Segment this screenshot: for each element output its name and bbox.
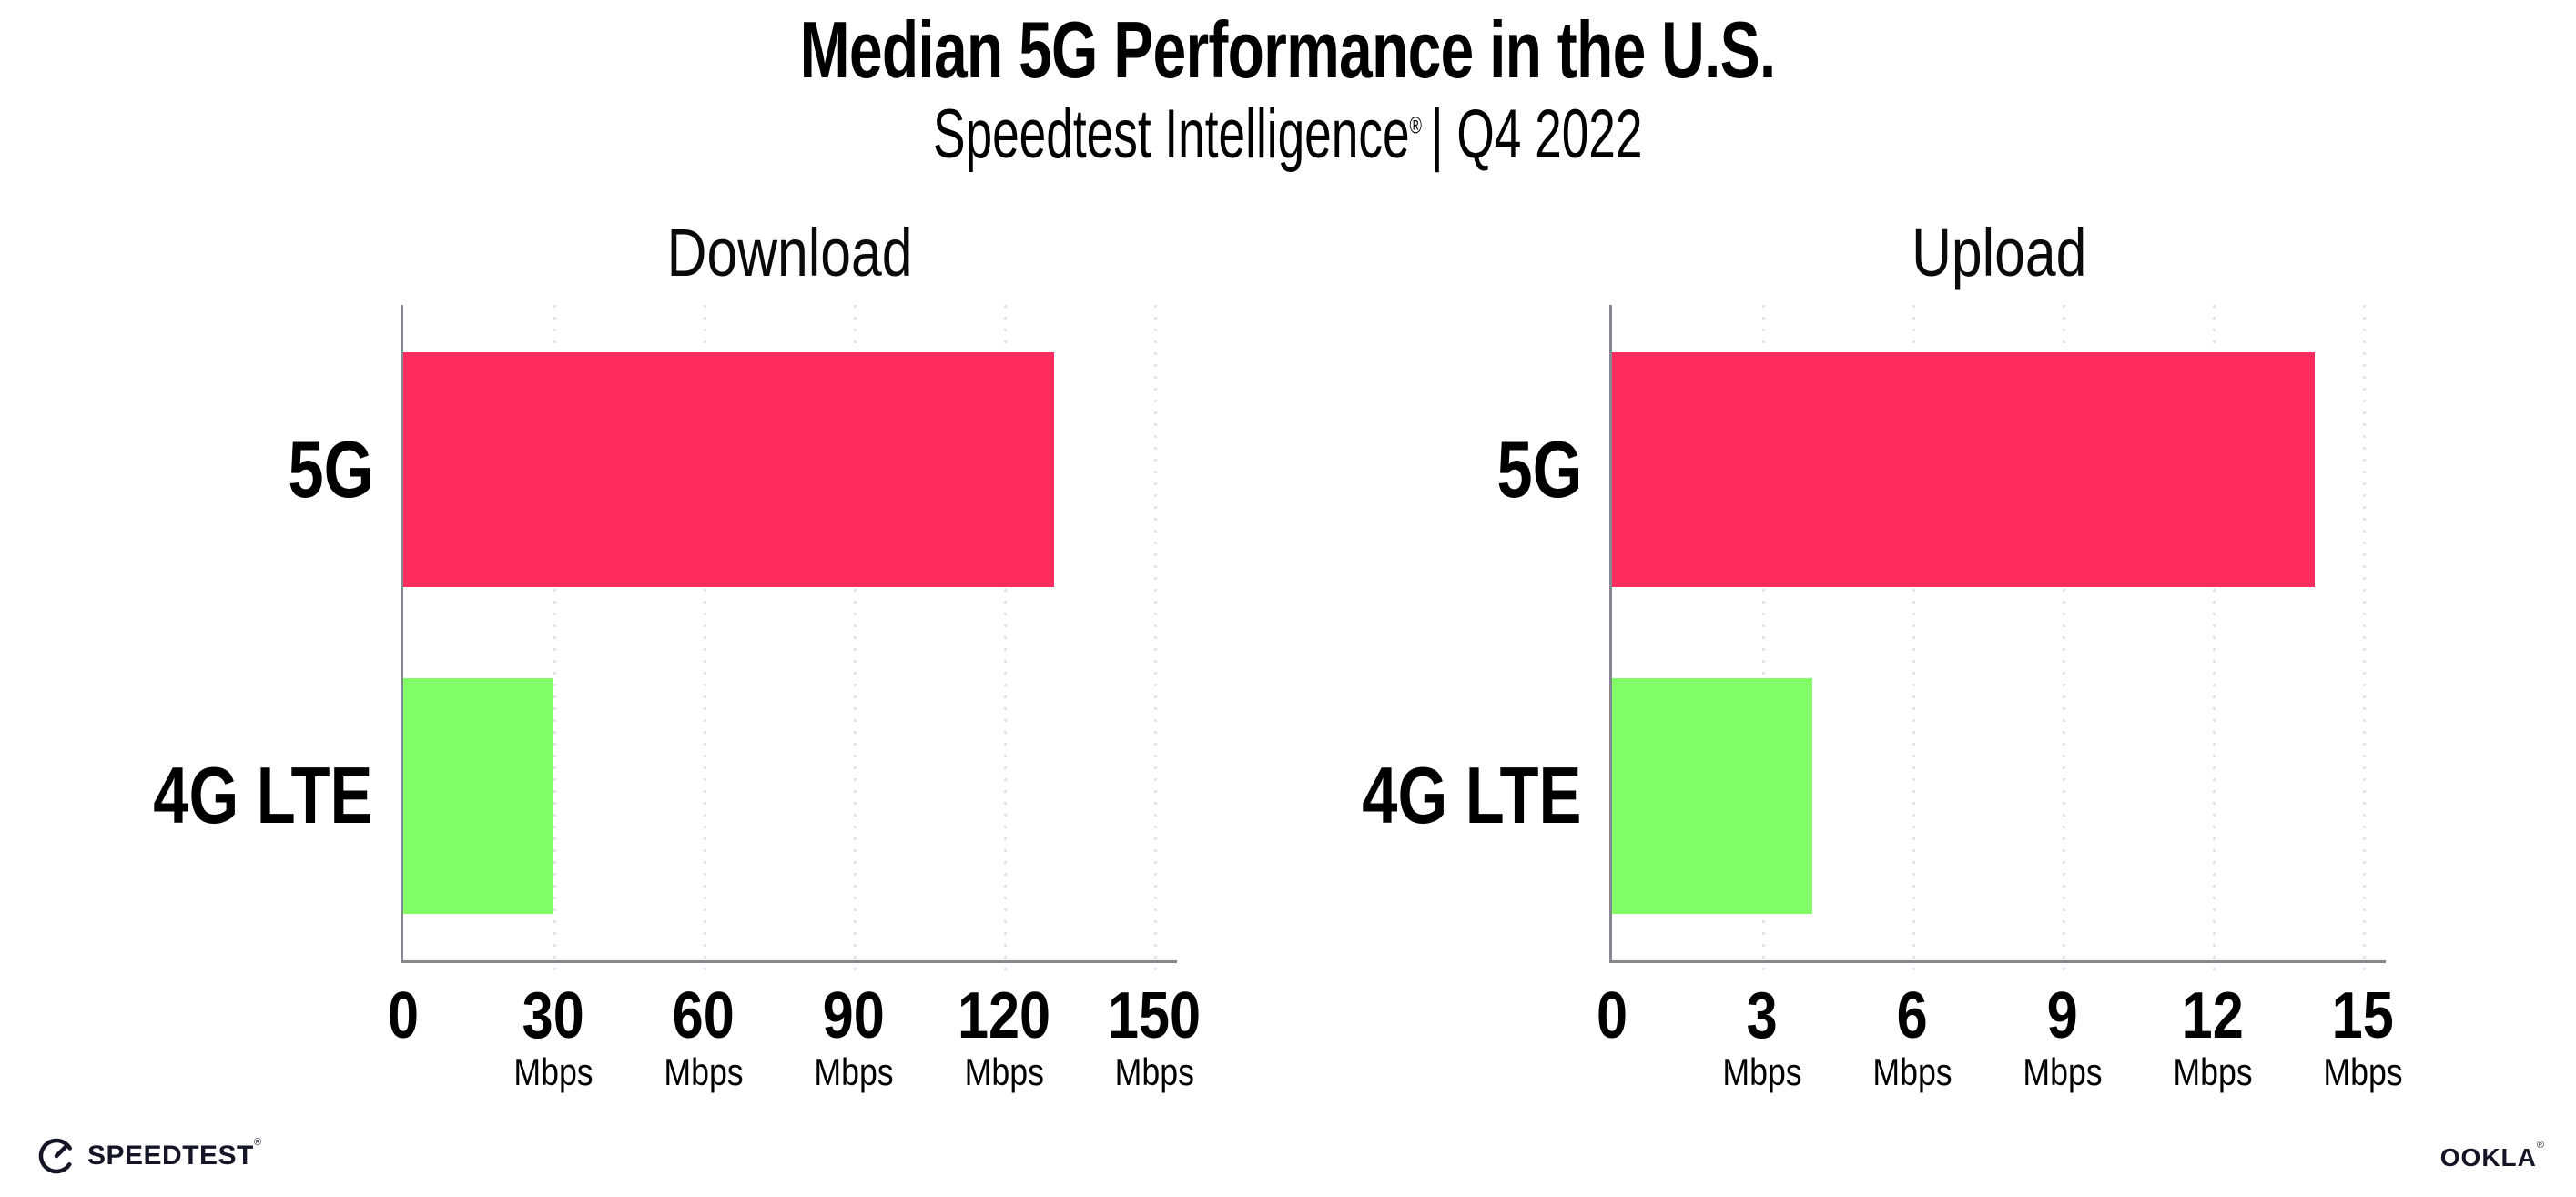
bar-5g-upload xyxy=(1612,351,2315,588)
gridline xyxy=(703,305,706,975)
tick-unit: Mbps xyxy=(964,1050,1044,1093)
y-axis-line xyxy=(401,305,403,963)
registered-trademark-icon: ® xyxy=(253,1137,262,1148)
upload-chart-title: Upload xyxy=(1612,214,2386,291)
tick-unit: Mbps xyxy=(513,1050,593,1093)
tick-value: 6 xyxy=(1896,979,1928,1052)
page-subtitle: Speedtest Intelligence® | Q4 2022 xyxy=(0,95,2576,174)
gridline xyxy=(2363,305,2366,975)
download-chart-title: Download xyxy=(403,214,1177,291)
bar-4g-lte-download xyxy=(403,678,553,914)
category-label-5g: 5G xyxy=(1200,429,1582,511)
gridline xyxy=(2063,305,2066,975)
tick-value: 12 xyxy=(2181,979,2245,1052)
gridline xyxy=(1912,305,1915,975)
tick-150: 150 Mbps xyxy=(1100,982,1209,1093)
tick-30: 30 Mbps xyxy=(507,982,601,1093)
gridline xyxy=(1004,305,1008,975)
tick-value: 120 xyxy=(957,979,1051,1052)
gridline xyxy=(1154,305,1157,975)
tick-value: 9 xyxy=(2047,979,2079,1052)
speedtest-logo: SPEEDTEST® xyxy=(36,1136,261,1176)
tick-value: 3 xyxy=(1746,979,1779,1052)
bar-4g-lte-upload xyxy=(1612,678,1813,914)
tick-unit: Mbps xyxy=(1872,1050,1952,1093)
tick-12: 12 Mbps xyxy=(2166,982,2260,1093)
page-title: Median 5G Performance in the U.S. xyxy=(0,4,2576,96)
registered-trademark-icon: ® xyxy=(2536,1140,2545,1151)
x-axis-line xyxy=(401,960,1177,963)
tick-value: 60 xyxy=(672,979,735,1052)
page-title-text: Median 5G Performance in the U.S. xyxy=(800,5,1777,95)
x-axis-ticks: 0 30 Mbps 60 Mbps 90 Mbps 120 Mbps 150 M… xyxy=(388,982,1201,1110)
tick-value: 150 xyxy=(1107,979,1202,1052)
speedtest-gauge-icon xyxy=(38,1138,75,1174)
tick-120: 120 Mbps xyxy=(949,982,1059,1093)
tick-3: 3 Mbps xyxy=(1716,982,1810,1093)
tick-unit xyxy=(385,1051,421,1093)
download-chart: Download 5G 4G LTE 0 30 Mbps 60 Mbps 90 … xyxy=(154,215,1201,1093)
tick-unit: Mbps xyxy=(1722,1050,1802,1093)
speedtest-wordmark: SPEEDTEST® xyxy=(87,1137,262,1171)
tick-value: 0 xyxy=(387,979,420,1052)
tick-value: 90 xyxy=(822,979,886,1052)
subtitle-brand: Speedtest Intelligence xyxy=(933,96,1410,173)
gridline xyxy=(1761,305,1765,975)
tick-unit xyxy=(1594,1051,1630,1093)
tick-unit: Mbps xyxy=(664,1050,744,1093)
upload-chart: Upload 5G 4G LTE 0 3 Mbps 6 Mbps 9 Mbps … xyxy=(1363,215,2403,1093)
bar-5g-download xyxy=(403,351,1054,588)
x-axis-line xyxy=(1609,960,2386,963)
tick-15: 15 Mbps xyxy=(2317,982,2410,1093)
y-axis-line xyxy=(1609,305,1612,963)
gridline xyxy=(2213,305,2216,975)
gridline xyxy=(854,305,857,975)
gridline xyxy=(553,305,556,975)
download-chart-title-text: Download xyxy=(667,215,913,290)
upload-chart-title-text: Upload xyxy=(1911,215,2087,290)
category-label-4g-lte-text: 4G LTE xyxy=(153,750,373,840)
tick-unit: Mbps xyxy=(814,1050,894,1093)
tick-value: 30 xyxy=(522,979,585,1052)
ookla-wordmark: OOKLA xyxy=(2439,1143,2537,1172)
x-axis-ticks: 0 3 Mbps 6 Mbps 9 Mbps 12 Mbps 15 Mbps xyxy=(1597,982,2403,1110)
tick-unit: Mbps xyxy=(2023,1050,2103,1093)
category-label-4g-lte: 4G LTE xyxy=(1200,755,1582,837)
tick-value: 15 xyxy=(2331,979,2395,1052)
category-label-5g-text: 5G xyxy=(288,424,373,514)
category-label-5g-text: 5G xyxy=(1496,424,1582,514)
tick-60: 60 Mbps xyxy=(657,982,751,1093)
ookla-logo: OOKLA® xyxy=(2439,1140,2545,1172)
tick-unit: Mbps xyxy=(2323,1050,2403,1093)
tick-unit: Mbps xyxy=(1114,1050,1194,1093)
tick-6: 6 Mbps xyxy=(1866,982,1960,1093)
page-subtitle-text: Speedtest Intelligence® | Q4 2022 xyxy=(933,95,1642,174)
subtitle-period: | Q4 2022 xyxy=(1431,96,1643,173)
tick-unit: Mbps xyxy=(2173,1050,2253,1093)
tick-0: 0 xyxy=(385,982,421,1093)
registered-trademark-icon: ® xyxy=(1409,111,1423,139)
tick-90: 90 Mbps xyxy=(807,982,901,1093)
tick-0: 0 xyxy=(1594,982,1630,1093)
category-label-5g: 5G xyxy=(0,429,373,511)
category-label-4g-lte: 4G LTE xyxy=(0,755,373,837)
tick-9: 9 Mbps xyxy=(2016,982,2110,1093)
tick-value: 0 xyxy=(1596,979,1628,1052)
category-label-4g-lte-text: 4G LTE xyxy=(1362,750,1582,840)
